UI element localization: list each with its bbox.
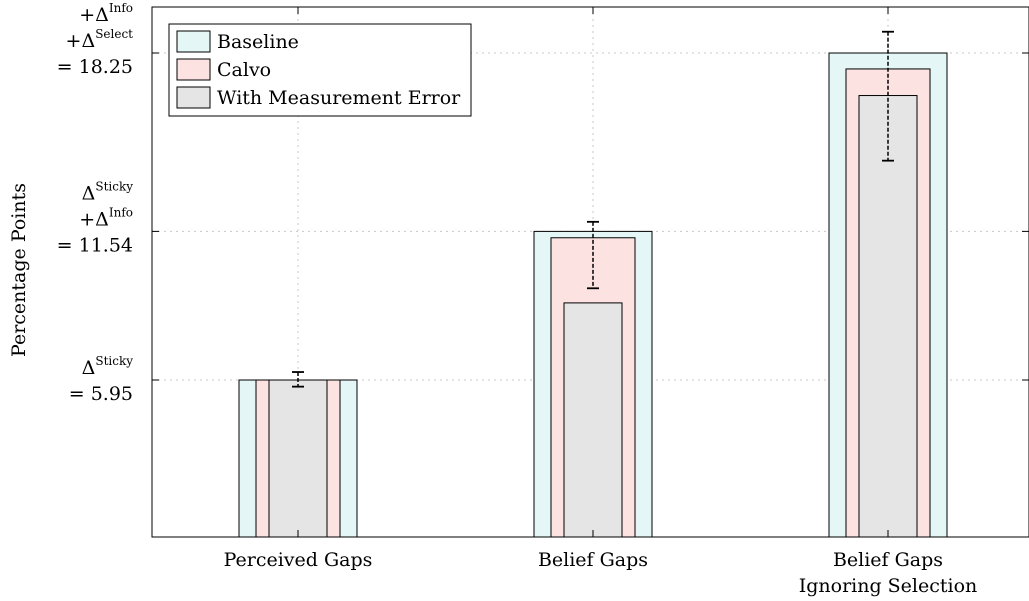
bar-with-measurement-error (858, 95, 918, 538)
legend-swatch (176, 86, 211, 109)
axes-group (151, 6, 1029, 538)
tick-text-segment: = 5.95 (69, 383, 133, 405)
legend: Baseline Calvo With Measurement Error (168, 23, 472, 117)
legend-label: Calvo (217, 59, 271, 81)
error-bars-group (292, 30, 894, 388)
y-tick-label: +ΔInfo (79, 205, 133, 230)
y-tick-label: +ΔInfo (79, 1, 133, 26)
y-tick-label: = 5.95 (69, 383, 133, 405)
tick-text-segment: +Δ (79, 208, 109, 230)
y-tick-label: ΔSticky (82, 179, 134, 204)
tick-superscript: Info (109, 205, 133, 219)
tick-text-segment: = 18.25 (57, 56, 133, 78)
y-tick-label: = 18.25 (57, 56, 133, 78)
tick-superscript: Select (95, 27, 133, 41)
tick-text-segment: +Δ (79, 4, 109, 26)
tick-text-segment: = 11.54 (57, 234, 133, 256)
y-tick-label: +ΔSelect (66, 27, 134, 52)
y-tick-label: = 11.54 (57, 234, 133, 256)
x-tick-label: Belief Gaps (538, 549, 648, 571)
x-tick-label: Belief Gaps (833, 549, 943, 571)
bar-with-measurement-error (563, 302, 623, 538)
x-tick-label: Perceived Gaps (224, 549, 373, 571)
legend-swatch (176, 30, 211, 53)
bars-group (238, 52, 948, 538)
y-tick-label: ΔSticky (82, 354, 134, 379)
legend-label: Baseline (217, 31, 299, 53)
bar-with-measurement-error (268, 379, 328, 538)
tick-superscript: Info (109, 1, 133, 15)
y-axis-label: Percentage Points (8, 183, 30, 357)
tick-superscript: Sticky (95, 179, 133, 193)
plot-frame (151, 6, 1029, 538)
x-tick-labels: Perceived Gaps Belief Gaps Belief Gaps Igno… (224, 549, 978, 597)
x-tick-label: Ignoring Selection (799, 575, 978, 597)
tick-text-segment: Δ (82, 357, 96, 379)
legend-box (168, 23, 472, 117)
legend-swatch (176, 58, 211, 81)
legend-label: With Measurement Error (217, 87, 461, 109)
tick-text-segment: +Δ (66, 30, 96, 52)
tick-text-segment: Δ (82, 182, 96, 204)
tick-superscript: Sticky (95, 354, 133, 368)
